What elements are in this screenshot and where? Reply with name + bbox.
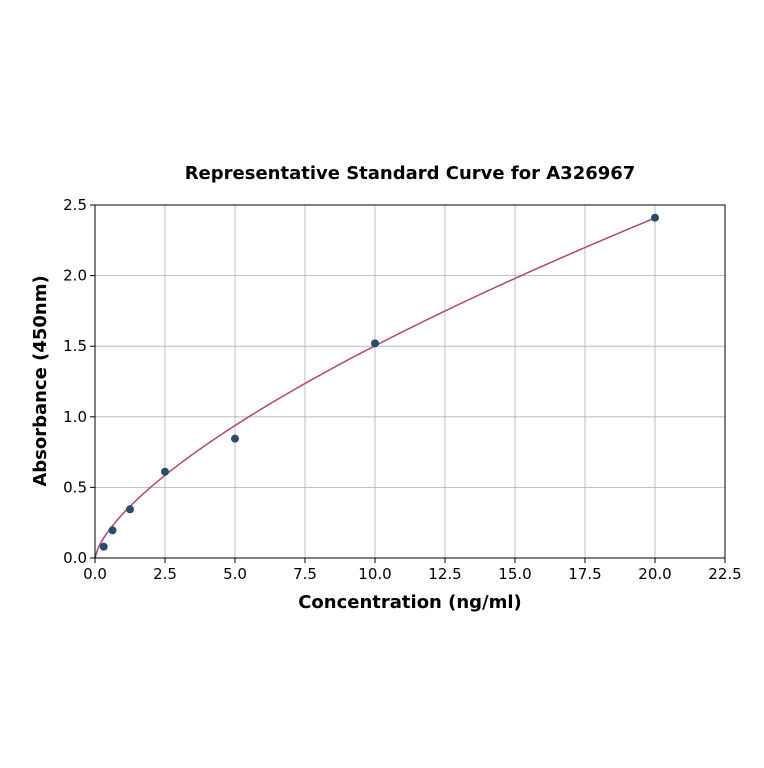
x-tick-label: 12.5 <box>428 565 461 583</box>
y-tick-label: 0.0 <box>63 549 87 567</box>
y-axis-ticks: 0.0 0.5 1.0 1.5 2.0 2.5 <box>63 196 95 567</box>
grid <box>94 204 726 559</box>
data-point <box>651 213 659 222</box>
x-tick-label: 20.0 <box>638 565 671 583</box>
data-point <box>231 434 239 443</box>
x-tick-label: 7.5 <box>293 565 317 583</box>
y-tick-label: 0.5 <box>63 478 87 496</box>
data-point <box>99 542 108 551</box>
data-point <box>371 339 379 348</box>
y-tick-label: 2.5 <box>63 196 87 214</box>
x-axis-label: Concentration (ng/ml) <box>298 592 522 613</box>
x-tick-label: 0.0 <box>83 565 107 583</box>
points-group <box>99 213 659 551</box>
x-tick-label: 22.5 <box>708 565 741 583</box>
x-axis-ticks: 0.0 2.5 5.0 7.5 10.0 12.5 15.0 17.5 20.0 22.5 <box>83 558 742 583</box>
data-point <box>161 467 169 476</box>
y-tick-label: 1.5 <box>63 337 87 355</box>
y-axis-label: Absorbance (450nm) <box>30 275 51 486</box>
y-tick-label: 2.0 <box>63 267 87 285</box>
data-point <box>108 526 117 535</box>
x-tick-label: 5.0 <box>223 565 247 583</box>
chart-title: Representative Standard Curve for A32696… <box>185 163 636 184</box>
y-tick-label: 1.0 <box>63 408 87 426</box>
x-tick-label: 10.0 <box>358 565 391 583</box>
plot-frame <box>94 204 726 559</box>
x-tick-label: 15.0 <box>498 565 531 583</box>
x-tick-label: 2.5 <box>153 565 177 583</box>
data-point <box>126 505 134 514</box>
x-tick-label: 17.5 <box>568 565 601 583</box>
